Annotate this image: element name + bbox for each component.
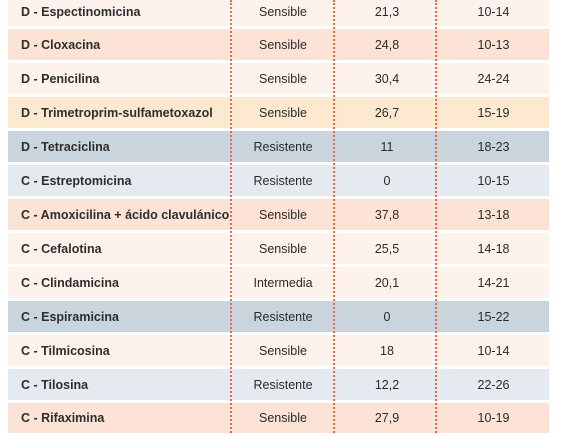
table-row: C - Tilosina Resistente 12,2 22-26 bbox=[8, 369, 549, 403]
table-row: C - Espiramicina Resistente 0 15-22 bbox=[8, 301, 549, 335]
table-row: C - Rifaximina Sensible 27,9 10-19 bbox=[8, 403, 549, 436]
antibiotic-name: C - Clindamicina bbox=[21, 275, 119, 290]
antibiogram-table: D - Espectinomicina Sensible 21,3 10-14 D - … bbox=[8, 0, 549, 436]
table-row: C - Amoxicilina + ácido clavulánico Sensi… bbox=[8, 199, 549, 233]
antibiotic-name: D - Espectinomicina bbox=[21, 5, 141, 19]
halo-diameter: 11 bbox=[380, 139, 394, 154]
halo-diameter: 37,8 bbox=[374, 207, 400, 222]
halo-diameter: 20,1 bbox=[374, 275, 400, 290]
halo-diameter: 25,5 bbox=[374, 241, 400, 256]
antibiotic-name: C - Tilosina bbox=[21, 377, 89, 392]
sensitivity-result: Sensible bbox=[259, 241, 307, 256]
table-row: D - Cloxacina Sensible 24,8 10-13 bbox=[8, 29, 549, 63]
sensitivity-result: Resistente bbox=[253, 139, 313, 154]
reference-range: 10-14 bbox=[477, 343, 510, 358]
halo-diameter: 21,3 bbox=[374, 5, 400, 19]
column-separator bbox=[230, 0, 232, 433]
sensitivity-result: Sensible bbox=[259, 71, 307, 86]
table-row: C - Clindamicina Intermedia 20,1 14-21 bbox=[8, 267, 549, 301]
reference-range: 14-21 bbox=[477, 275, 510, 290]
reference-range: 14-18 bbox=[477, 241, 510, 256]
reference-range: 10-13 bbox=[477, 37, 510, 52]
column-separator bbox=[435, 0, 437, 433]
halo-diameter: 0 bbox=[383, 173, 391, 188]
halo-diameter: 27,9 bbox=[374, 411, 400, 425]
halo-diameter: 30,4 bbox=[374, 71, 400, 86]
reference-range: 24-24 bbox=[477, 71, 510, 86]
table-row: D - Penicilina Sensible 30,4 24-24 bbox=[8, 63, 549, 97]
sensitivity-result: Sensible bbox=[259, 343, 307, 358]
antibiotic-name: C - Estreptomicina bbox=[21, 173, 132, 188]
sensitivity-result: Sensible bbox=[259, 105, 307, 120]
reference-range: 18-23 bbox=[477, 139, 510, 154]
sensitivity-result: Resistente bbox=[253, 173, 313, 188]
antibiotic-name: C - Amoxicilina + ácido clavulánico bbox=[21, 207, 230, 222]
antibiotic-name: C - Rifaximina bbox=[21, 411, 105, 425]
halo-diameter: 12,2 bbox=[374, 377, 400, 392]
table-row: D - Espectinomicina Sensible 21,3 10-14 bbox=[8, 0, 549, 29]
reference-range: 15-19 bbox=[477, 105, 510, 120]
sensitivity-result: Sensible bbox=[259, 37, 307, 52]
halo-diameter: 26,7 bbox=[374, 105, 400, 120]
sensitivity-result: Resistente bbox=[253, 377, 313, 392]
halo-diameter: 24,8 bbox=[374, 37, 400, 52]
antibiotic-name: C - Espiramicina bbox=[21, 309, 119, 324]
antibiotic-name: D - Penicilina bbox=[21, 71, 100, 86]
antibiotic-name: D - Tetraciclina bbox=[21, 139, 110, 154]
sensitivity-result: Sensible bbox=[259, 207, 307, 222]
antibiotic-name: C - Cefalotina bbox=[21, 241, 102, 256]
sensitivity-result: Sensible bbox=[259, 5, 307, 19]
halo-diameter: 0 bbox=[383, 309, 391, 324]
sensitivity-result: Sensible bbox=[259, 411, 307, 425]
reference-range: 10-15 bbox=[477, 173, 510, 188]
halo-diameter: 18 bbox=[380, 343, 394, 358]
sensitivity-result: Intermedia bbox=[253, 275, 313, 290]
reference-range: 10-19 bbox=[477, 411, 510, 425]
table-row: C - Tilmicosina Sensible 18 10-14 bbox=[8, 335, 549, 369]
reference-range: 15-22 bbox=[477, 309, 510, 324]
table-row: C - Cefalotina Sensible 25,5 14-18 bbox=[8, 233, 549, 267]
reference-range: 13-18 bbox=[477, 207, 510, 222]
antibiotic-name: C - Tilmicosina bbox=[21, 343, 110, 358]
sensitivity-result: Resistente bbox=[253, 309, 313, 324]
antibiotic-name: D - Cloxacina bbox=[21, 37, 101, 52]
reference-range: 10-14 bbox=[477, 5, 510, 19]
table-row: D - Tetraciclina Resistente 11 18-23 bbox=[8, 131, 549, 165]
column-separator bbox=[333, 0, 335, 433]
reference-range: 22-26 bbox=[477, 377, 510, 392]
antibiotic-name: D - Trimetroprim-sulfametoxazol bbox=[21, 105, 213, 120]
table-row: D - Trimetroprim-sulfametoxazol Sensible 2… bbox=[8, 97, 549, 131]
table-row: C - Estreptomicina Resistente 0 10-15 bbox=[8, 165, 549, 199]
